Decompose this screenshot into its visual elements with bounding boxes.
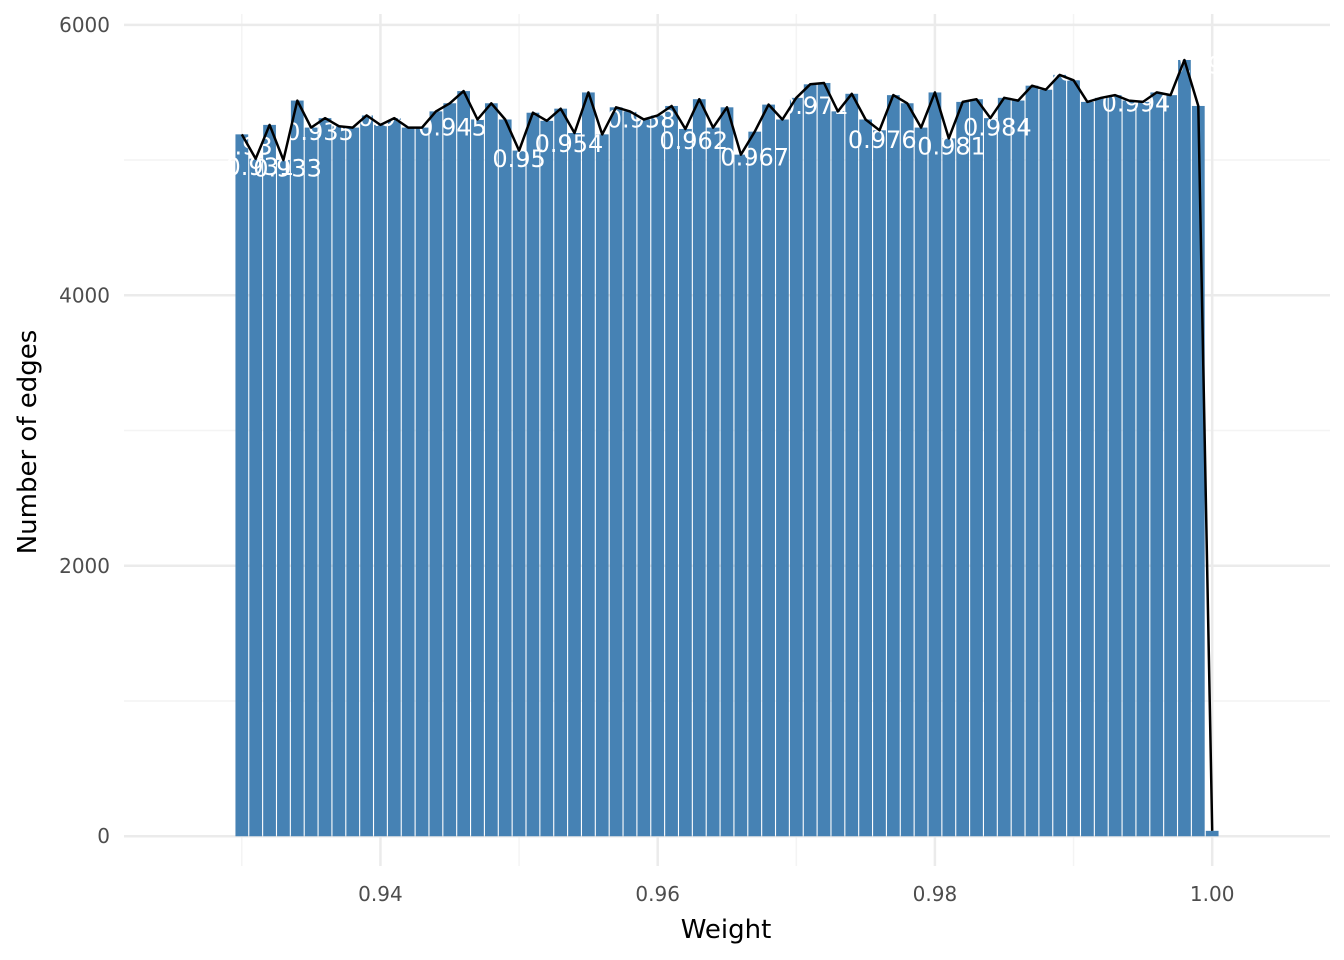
bar [665, 105, 678, 837]
bar [1025, 85, 1039, 837]
frequency-polyline [240, 58, 1214, 831]
bar [318, 118, 332, 837]
bar [1136, 101, 1150, 837]
y-tick-label: 6000 [59, 13, 110, 37]
bar [1011, 100, 1025, 837]
bar-value-label: 0.984 [963, 114, 1032, 142]
bar [415, 127, 429, 837]
x-tick-label: 0.98 [913, 882, 958, 906]
bar [762, 104, 775, 837]
bar [942, 138, 956, 837]
bar [623, 111, 637, 837]
bar [845, 93, 859, 837]
y-axis-title: Number of edges [13, 330, 43, 555]
bar [346, 127, 360, 837]
bar-value-label: 0.962 [659, 127, 728, 155]
bar [290, 100, 304, 837]
bar [540, 120, 554, 837]
bar [1150, 92, 1164, 837]
bar [776, 119, 789, 837]
bar [1094, 97, 1108, 837]
bar [970, 99, 983, 837]
bar [900, 103, 914, 837]
bar-value-label: 0.999 [1169, 52, 1238, 80]
bar-value-label: 0.988 [1021, 58, 1090, 86]
bar [928, 92, 942, 837]
bar [1039, 89, 1053, 837]
bar [235, 134, 249, 837]
bar [401, 127, 415, 837]
bar [249, 158, 263, 837]
axis-ticks: 0 2000 4000 6000 0.94 0.96 0.98 1.00 [59, 13, 1234, 906]
x-tick-label: 0.94 [358, 882, 403, 906]
bar [582, 92, 595, 837]
bar-value-label: 0.954 [535, 130, 604, 158]
x-tick-label: 1.00 [1190, 882, 1235, 906]
bar [679, 128, 692, 837]
bar [997, 97, 1011, 837]
frequency-line [240, 58, 1214, 831]
bar [1053, 74, 1067, 837]
bar-value-label: 0.933 [253, 154, 322, 182]
bar-value-label: 0.94 [358, 104, 411, 132]
x-axis-title: Weight [681, 915, 772, 945]
bar [1081, 101, 1094, 837]
bar [1108, 95, 1122, 837]
bar [360, 115, 373, 837]
bar [1164, 95, 1177, 837]
bar [374, 124, 387, 837]
bar [734, 154, 748, 837]
bars [235, 59, 1219, 837]
bar [720, 107, 734, 837]
bar-value-label: 0.967 [720, 143, 789, 171]
bar [706, 127, 720, 837]
bar [304, 127, 318, 837]
bar [886, 95, 900, 837]
bar [484, 103, 498, 837]
bar [803, 84, 817, 837]
bar [263, 124, 276, 837]
x-tick-label: 0.96 [635, 882, 680, 906]
bar [595, 134, 609, 837]
bar [748, 131, 762, 837]
bar [859, 119, 872, 837]
bar [277, 160, 290, 837]
bar [637, 119, 651, 837]
bar [789, 97, 803, 837]
y-tick-label: 2000 [59, 554, 110, 578]
bar [1122, 100, 1136, 837]
bar [471, 119, 484, 837]
bar [429, 111, 443, 837]
bar [914, 127, 928, 837]
bar [1205, 830, 1219, 837]
bar [457, 91, 470, 837]
y-tick-label: 0 [97, 824, 110, 848]
bar-value-label: 0.976 [848, 126, 917, 154]
bar [498, 119, 512, 837]
bar [332, 126, 346, 837]
bar [609, 107, 623, 837]
bar [956, 101, 970, 837]
bar-value-label: 0.981 [917, 133, 986, 161]
bar [692, 99, 706, 837]
bar [817, 82, 831, 837]
bar [512, 150, 526, 837]
bar [1067, 80, 1080, 837]
bar [568, 133, 581, 837]
bar [651, 115, 665, 837]
bar [554, 108, 568, 837]
bar [1178, 59, 1191, 837]
bar [443, 103, 457, 837]
bar [984, 118, 997, 837]
bar [1191, 105, 1205, 837]
y-tick-label: 4000 [59, 283, 110, 307]
bar [526, 112, 540, 837]
bar [831, 111, 845, 837]
bar [387, 118, 401, 837]
bar [873, 130, 886, 837]
